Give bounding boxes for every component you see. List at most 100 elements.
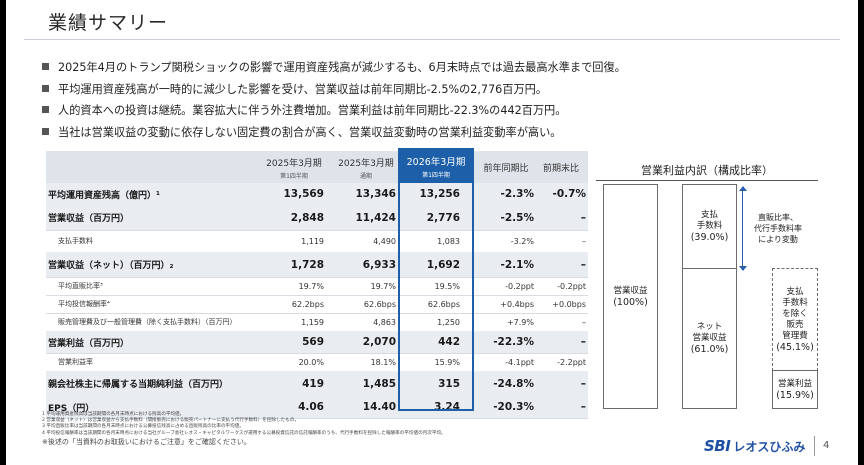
slide: 業績サマリー 2025年4月のトランプ関税ショックの影響で運用資産残高が減少する… — [6, 0, 858, 465]
row-label: EPS（円） — [48, 403, 95, 414]
table-row: 営業利益（百万円） 569 2,070 442 -22.3% – — [46, 331, 588, 354]
summary-bullets: 2025年4月のトランプ関税ショックの影響で運用資産残高が減少するも、6月末時点… — [42, 57, 626, 143]
row-label: 営業収益（ネット）（百万円）₂ — [48, 261, 174, 271]
table-cell: -2.5% — [500, 211, 534, 224]
table-cell: 62.6bps — [427, 299, 460, 309]
table-cell: -20.3% — [493, 401, 534, 413]
row-label: 平均投信報酬率⁴ — [58, 300, 110, 308]
table-cell: 4.06 — [298, 401, 324, 413]
row-label: 親会社株主に帰属する当期純利益（百万円） — [48, 380, 229, 390]
row-label: 平均直販比率³ — [58, 282, 103, 290]
table-row: 平均運用資産残高（億円）¹ 13,569 13,346 13,256 -2.3% -0.7… — [46, 183, 588, 206]
arrow-up-icon — [739, 186, 747, 191]
fees-box: 支払 手数料 (39.0%) — [682, 184, 737, 269]
table-cell: – — [580, 401, 586, 413]
page-number-divider — [814, 436, 815, 456]
column-header: 前期末比 — [542, 164, 579, 174]
table-cell: 1,485 — [362, 377, 396, 390]
table-cell: -2.3% — [500, 188, 534, 200]
square-bullet-icon — [42, 63, 49, 70]
square-bullet-icon — [42, 127, 49, 135]
table-cell: +0.0bps — [552, 299, 586, 309]
table-cell: 13,256 — [419, 188, 460, 200]
revenue-box: 営業収益 (100%) — [603, 184, 658, 409]
table-row: 営業利益率 20.0% 18.1% 15.9% -4.1ppt -2.2ppt — [46, 353, 588, 372]
table-cell: +0.4bps — [500, 299, 534, 309]
table-cell: 13,569 — [283, 188, 324, 200]
table-cell: 19.7% — [370, 281, 396, 291]
table-cell: 1,250 — [437, 317, 460, 327]
table-row: 営業収益（百万円） 2,848 11,424 2,776 -2.5% – — [46, 205, 588, 231]
row-label: 営業収益（百万円） — [48, 214, 130, 224]
table-cell: 15.9% — [434, 357, 460, 367]
table-row: 平均直販比率³ 19.7% 19.7% 19.5% -0.2ppt -0.2ppt — [46, 277, 588, 296]
table-cell: 62.2bps — [291, 299, 324, 309]
column-header: 2025年3月期 通期 — [338, 159, 394, 180]
sga-box: 支払 手数料 を除く 販売 管理費 (45.1%) — [772, 268, 818, 371]
table-cell: – — [580, 211, 586, 224]
table-cell: 1,692 — [426, 258, 460, 271]
table-row: 平均投信報酬率⁴ 62.2bps 62.6bps 62.6bps +0.4bps +0.0… — [46, 295, 588, 314]
table-cell: 442 — [438, 336, 460, 348]
table-cell: -24.8% — [493, 377, 534, 390]
table-row: 販売管理費及び一般管理費（除く支払手数料）（百万円） 1,159 4,863 1,25… — [46, 313, 588, 332]
table-cell: 4,863 — [373, 317, 396, 327]
table-cell: +7.9% — [506, 317, 534, 327]
row-label: 支払手数料 — [58, 237, 93, 245]
table-cell: 419 — [302, 377, 324, 390]
bullet-item: 人的資本への投資は継続。業容拡大に伴う外注費増加。営業利益は前年同期比-22.3… — [42, 100, 626, 122]
bullet-item: 2025年4月のトランプ関税ショックの影響で運用資産残高が減少するも、6月末時点… — [42, 57, 626, 79]
square-bullet-icon — [42, 84, 49, 92]
table-cell: 2,848 — [290, 211, 324, 224]
table-cell: -22.3% — [493, 336, 534, 348]
table-cell: 315 — [438, 377, 460, 390]
table-cell: 4,490 — [373, 236, 396, 246]
row-label: 営業利益（百万円） — [48, 338, 130, 349]
table-cell: 1,083 — [437, 236, 460, 246]
footnotes: 1 平均運用資産残高は当該期間の各月末時点における残高の平均値。 2 営業収益（… — [42, 412, 446, 446]
table-cell: 1,119 — [301, 236, 324, 246]
table-cell: 13,346 — [355, 188, 396, 200]
arrow-down-icon — [739, 266, 747, 271]
variation-note: 直販比率、 代行手数料率 により変動 — [754, 213, 802, 244]
table-row: 親会社株主に帰属する当期純利益（百万円） 419 1,485 315 -24.8% – — [46, 371, 588, 397]
table-cell: 6,933 — [362, 258, 396, 271]
row-label: 営業利益率 — [58, 358, 93, 366]
table-cell: – — [582, 236, 586, 246]
table-cell: – — [582, 317, 586, 327]
table-cell: 18.1% — [370, 357, 396, 367]
table-cell: -0.2ppt — [557, 281, 586, 291]
table-cell: 14.40 — [362, 401, 396, 413]
breakdown-title-underline — [596, 180, 818, 181]
current-period-header: 2026年3月期 第1四半期 — [398, 148, 474, 183]
breakdown-title: 営業利益内訳（構成比率） — [641, 164, 773, 177]
table-cell: 1,728 — [290, 258, 324, 271]
table-cell: – — [580, 377, 586, 390]
table-row: 支払手数料 1,119 4,490 1,083 -3.2% – — [46, 230, 588, 253]
table-cell: -2.2ppt — [557, 357, 586, 367]
table-cell: 20.0% — [298, 357, 324, 367]
table-row: 営業収益（ネット）（百万円）₂ 1,728 6,933 1,692 -2.1% – — [46, 252, 588, 278]
page-number: 4 — [823, 440, 830, 451]
table-row: EPS（円） 4.06 14.40 3.24 -20.3% – — [46, 396, 588, 419]
table-cell: -2.1% — [500, 258, 534, 271]
square-bullet-icon — [42, 106, 49, 113]
row-label: 平均運用資産残高（億円）¹ — [48, 190, 160, 201]
table-cell: 11,424 — [355, 211, 396, 224]
variation-arrow — [742, 188, 743, 268]
row-label: 販売管理費及び一般管理費（除く支払手数料）（百万円） — [58, 318, 237, 326]
table-cell: -0.7% — [552, 188, 586, 200]
column-header: 前年同期比 — [483, 164, 529, 174]
table-cell: 62.6bps — [363, 299, 396, 309]
table-cell: 569 — [302, 336, 324, 348]
table-cell: 1,159 — [301, 317, 324, 327]
table-cell: 19.5% — [434, 281, 460, 291]
net-revenue-box: ネット 営業収益 (61.0%) — [682, 268, 737, 409]
table-header: 2025年3月期 第1四半期 2025年3月期 通期 前年同期比 前期末比 — [46, 151, 588, 183]
bullet-item: 平均運用資産残高が一時的に減少した影響を受け、営業収益は前年同期比-2.5%の2… — [42, 79, 626, 101]
table-cell: 2,070 — [362, 336, 396, 348]
table-cell: -4.1ppt — [505, 357, 534, 367]
table-cell: -0.2ppt — [505, 281, 534, 291]
table-cell: 2,776 — [426, 211, 460, 224]
table-cell: – — [580, 336, 586, 348]
